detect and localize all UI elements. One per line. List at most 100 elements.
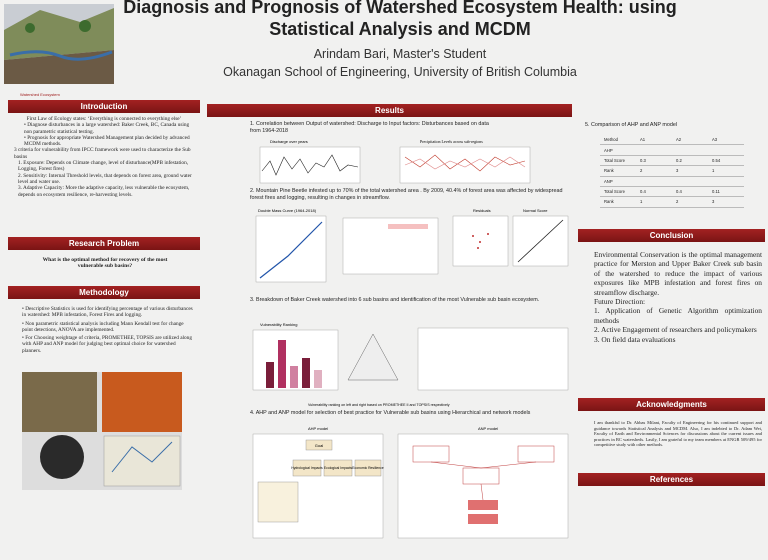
figure-caption: Watershed Ecosystem <box>20 92 61 97</box>
text: Diagnose disturbances in a large watersh… <box>24 122 190 135</box>
table-cell: Rank <box>600 196 636 208</box>
paragraph: 2. Sensitivity: Internal Threshold level… <box>18 172 192 185</box>
table-cell: Total Score <box>600 155 636 167</box>
node <box>468 500 498 510</box>
conclusion-text: Environmental Conservation is the optima… <box>594 250 762 297</box>
table-cell: 0.11 <box>708 186 744 198</box>
plot-area <box>399 146 531 184</box>
comparison-table: Method A1 A2 A3 AHP Total Score 0.3 0.2 0.54 Rank… <box>600 135 744 208</box>
line <box>259 221 323 279</box>
table-cell <box>636 176 672 187</box>
paragraph: • Diagnose disturbances in a large water… <box>24 122 190 135</box>
map-river <box>111 441 173 473</box>
tree <box>25 23 35 33</box>
chart-caption: Precipitation Levels across sub-regions <box>420 139 483 144</box>
paragraph: 1. Exposure: Depends on Climate change, … <box>18 160 189 173</box>
section-heading: References <box>578 473 765 486</box>
point <box>472 235 474 237</box>
bar <box>314 370 322 388</box>
table-row: Total Score 0.3 0.2 0.54 <box>600 155 744 167</box>
chart-caption: Residuals <box>473 208 491 213</box>
section-heading: Research Problem <box>8 237 200 250</box>
poster-title: Diagnosis and Prognosis of Watershed Eco… <box>123 0 677 39</box>
table-cell: AHP <box>600 144 636 156</box>
section-heading: Acknowledgments <box>578 398 765 411</box>
results-section: 3. Breakdown of Baker Creek watershed in… <box>250 297 540 303</box>
logs-photo <box>22 372 97 432</box>
node <box>257 481 299 523</box>
line <box>404 156 526 170</box>
text: For Choosing weightage of criteria, PROM… <box>22 335 192 354</box>
node <box>292 459 322 477</box>
line <box>261 154 359 176</box>
bar <box>278 340 286 388</box>
bar <box>302 358 310 388</box>
bar <box>266 362 274 388</box>
paragraph: 3. Adaptive Capacity: More the adaptive … <box>18 185 190 198</box>
table-cell: 0.4 <box>636 186 672 198</box>
bullet: • Non parametric statistical analysis in… <box>22 320 184 333</box>
table-cell: 0.2 <box>672 155 708 167</box>
results-figure-3: Vulnerability Ranking Vulnerability rank… <box>252 322 569 407</box>
table-cell <box>672 176 708 187</box>
future-heading: Future Direction: <box>594 297 646 307</box>
table-row: Total Score 0.4 0.4 0.11 <box>600 186 744 198</box>
table-cell: Rank <box>600 165 636 177</box>
bullet: • For Choosing weightage of criteria, PR… <box>22 335 192 354</box>
table-cell <box>636 144 672 156</box>
table-row: Rank 2 3 1 <box>600 165 744 177</box>
methodology-figure <box>22 372 182 490</box>
results-section: 1. Correlation between Output of watersh… <box>250 121 489 134</box>
intro-text: First Law of Ecology states: ‘Everything… <box>14 116 194 198</box>
table-cell: 3 <box>708 196 744 208</box>
table-row: Method A1 A2 A3 <box>600 135 744 146</box>
table-cell: 1 <box>708 165 744 177</box>
node <box>305 439 333 451</box>
figure-note: Vulnerability ranking on left and right … <box>308 403 450 407</box>
point <box>479 241 481 243</box>
table-row: AHP <box>600 144 744 156</box>
table-cell: A1 <box>636 135 672 146</box>
table-cell: 0.3 <box>636 155 672 167</box>
paragraph: 3 criteria for vulnerability from IPCC f… <box>14 147 191 160</box>
chart-caption: AHP model <box>308 426 328 431</box>
paragraph: First Law of Ecology states: ‘Everything… <box>26 116 182 122</box>
table-cell: 2 <box>672 196 708 208</box>
node <box>412 445 450 463</box>
section-heading: Introduction <box>8 100 200 113</box>
map <box>103 435 181 487</box>
text: Descriptive Statistics is used for ident… <box>22 306 193 319</box>
methodology-list: • Descriptive Statistics is used for ide… <box>14 306 194 354</box>
table-cell: 0.54 <box>708 155 744 167</box>
table-row: Rank 1 2 3 <box>600 196 744 208</box>
text: Prognosis for appropriate Watershed Mana… <box>24 134 190 148</box>
node-label: Economic Resilience <box>352 466 384 470</box>
table-cell: Method <box>600 135 636 146</box>
research-question: What is the optimal method for recovery … <box>42 257 168 270</box>
bullet: • Descriptive Statistics is used for ide… <box>22 306 193 319</box>
table-cell: 2 <box>636 165 672 177</box>
radar <box>347 333 399 381</box>
chart-caption: Normal Score <box>523 208 548 213</box>
bar <box>290 366 298 388</box>
table-cell: 1 <box>636 196 672 208</box>
node <box>468 514 498 524</box>
table-row: ANP <box>600 176 744 187</box>
table-cell: 0.4 <box>672 186 708 198</box>
plot-area <box>255 215 327 283</box>
node <box>323 459 353 477</box>
node-label: Ecological Impacts <box>324 466 353 470</box>
plot-area <box>259 146 361 184</box>
chart-caption: ANP model <box>478 426 498 431</box>
text: Non parametric statistical analysis incl… <box>22 320 184 333</box>
chart-caption: Double Mass Curve (1964-2018) <box>258 208 317 213</box>
section-heading: Conclusion <box>578 229 765 242</box>
results-section: 2. Mountain Pine Beetle infested up to 7… <box>250 188 563 201</box>
tree <box>79 20 91 32</box>
table-cell <box>708 176 744 187</box>
beetle-photo <box>40 435 84 479</box>
plot-area <box>452 215 509 267</box>
node-label: Hydrological Impacts <box>291 466 323 470</box>
results-figure-4: AHP model Goal Hydrological Impacts Ecol… <box>252 426 569 539</box>
